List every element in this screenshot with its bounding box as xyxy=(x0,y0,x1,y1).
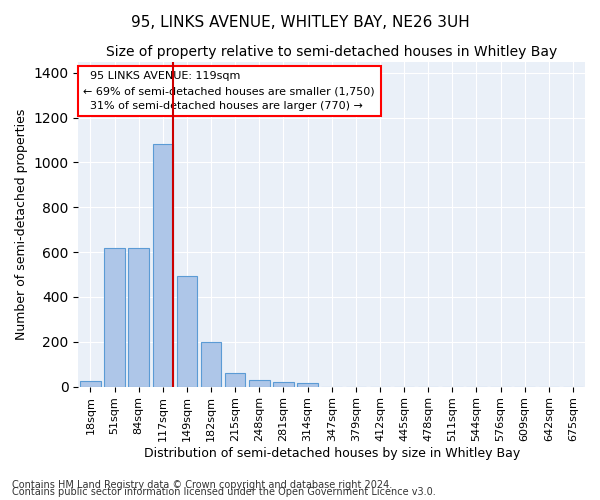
Bar xyxy=(152,144,173,386)
Bar xyxy=(249,380,269,386)
Bar xyxy=(128,248,149,386)
Bar xyxy=(273,382,294,386)
Text: Contains HM Land Registry data © Crown copyright and database right 2024.: Contains HM Land Registry data © Crown c… xyxy=(12,480,392,490)
Title: Size of property relative to semi-detached houses in Whitley Bay: Size of property relative to semi-detach… xyxy=(106,45,557,59)
Bar xyxy=(225,373,245,386)
X-axis label: Distribution of semi-detached houses by size in Whitley Bay: Distribution of semi-detached houses by … xyxy=(143,447,520,460)
Bar xyxy=(298,383,318,386)
Bar xyxy=(177,276,197,386)
Text: Contains public sector information licensed under the Open Government Licence v3: Contains public sector information licen… xyxy=(12,487,436,497)
Text: 95 LINKS AVENUE: 119sqm
← 69% of semi-detached houses are smaller (1,750)
  31% : 95 LINKS AVENUE: 119sqm ← 69% of semi-de… xyxy=(83,72,375,111)
Bar xyxy=(201,342,221,386)
Bar xyxy=(80,381,101,386)
Bar xyxy=(104,248,125,386)
Text: 95, LINKS AVENUE, WHITLEY BAY, NE26 3UH: 95, LINKS AVENUE, WHITLEY BAY, NE26 3UH xyxy=(131,15,469,30)
Y-axis label: Number of semi-detached properties: Number of semi-detached properties xyxy=(15,108,28,340)
